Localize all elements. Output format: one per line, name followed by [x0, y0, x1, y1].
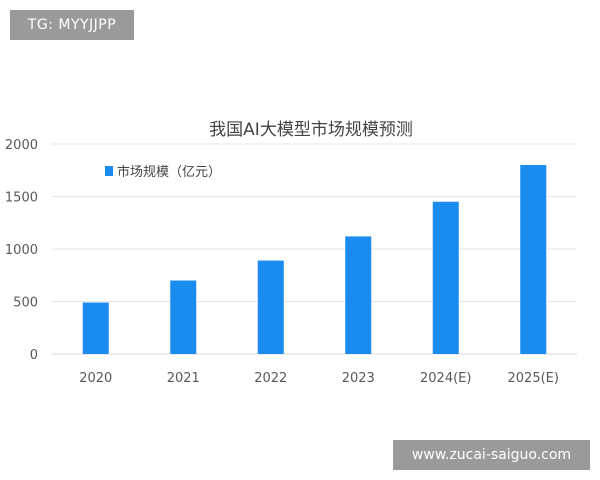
legend-label: 市场规模（亿元）	[117, 164, 221, 180]
bar	[345, 236, 372, 354]
watermark-bottom-right: www.zucai-saiguo.com	[393, 440, 590, 470]
legend-swatch	[105, 166, 113, 176]
x-axis-tick-labels: 2020 2021 2022 2023 2024(E) 2025(E)	[79, 371, 559, 386]
bar	[82, 302, 109, 354]
y-tick-label: 1500	[5, 191, 38, 206]
chart-title: 我国AI大模型市场规模预测	[209, 120, 413, 140]
y-axis-tick-labels: 0 500 1000 1500 2000	[5, 138, 38, 363]
grid-lines	[52, 143, 577, 355]
bar	[170, 280, 197, 354]
legend: 市场规模（亿元）	[105, 164, 221, 180]
bar	[432, 201, 459, 354]
y-tick-label: 0	[30, 348, 38, 363]
x-tick-label: 2021	[167, 371, 200, 386]
bar	[257, 260, 284, 354]
watermark-top-left: TG: MYYJJPP	[10, 10, 134, 40]
y-tick-label: 500	[13, 296, 38, 311]
y-tick-label: 1000	[5, 243, 38, 258]
x-tick-label: 2020	[79, 371, 112, 386]
x-tick-label: 2024(E)	[420, 371, 471, 386]
x-tick-label: 2025(E)	[508, 371, 559, 386]
bar	[520, 165, 547, 354]
y-tick-label: 2000	[5, 138, 38, 153]
x-tick-label: 2023	[342, 371, 375, 386]
bars	[82, 165, 547, 354]
x-tick-label: 2022	[254, 371, 287, 386]
